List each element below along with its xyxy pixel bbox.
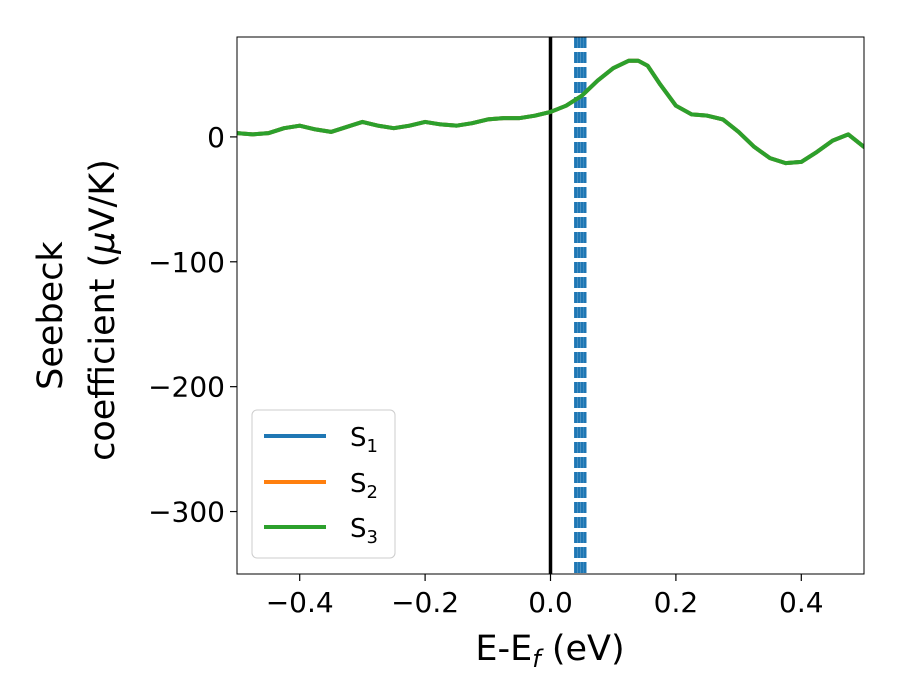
x-tick-label: 0.4: [779, 586, 824, 619]
x-tick-label: 0.2: [654, 586, 699, 619]
legend-label-s2-name: S: [350, 469, 367, 499]
reference-lines: [548, 37, 587, 574]
y-tick-label: −200: [148, 371, 225, 404]
legend-label-s2: S2: [350, 469, 378, 503]
legend-label-s3-name: S: [350, 514, 367, 544]
legend-label-s3-sub: 3: [367, 527, 378, 548]
legend-label-s1-name: S: [350, 423, 367, 453]
y-tick-label: −300: [148, 496, 225, 529]
y-axis-label-line2-suffix: V/K): [83, 159, 123, 231]
series-layer: [237, 58, 864, 166]
y-axis-ticks: −300 −200 −100 0: [148, 121, 237, 529]
y-axis-label-line2: coefficient (μV/K): [83, 159, 123, 461]
y-axis-label-line1: Seebeck: [31, 241, 71, 390]
y-axis-label-line2-prefix: coefficient (: [83, 254, 123, 461]
legend-label-s3: S3: [350, 514, 378, 548]
y-axis-label: Seebeck coefficient (μV/K): [31, 159, 123, 461]
x-axis-label-unit: (eV): [541, 629, 625, 669]
x-tick-label: −0.4: [266, 586, 334, 619]
x-tick-label: 0.0: [528, 586, 573, 619]
x-tick-label: −0.2: [391, 586, 459, 619]
legend-label-s2-sub: 2: [367, 482, 378, 503]
x-axis-label-main: E-E: [475, 629, 532, 669]
legend-label-s1: S1: [350, 423, 378, 457]
y-tick-label: −100: [148, 246, 225, 279]
series-line-s3: [237, 58, 864, 166]
y-tick-label: 0: [207, 121, 225, 154]
x-axis-ticks: −0.4 −0.2 0.0 0.2 0.4: [266, 574, 824, 619]
x-axis-label: E-Ef (eV): [475, 629, 624, 673]
y-axis-label-mu: μ: [83, 231, 123, 254]
legend: S1 S2 S3: [251, 409, 396, 559]
legend-label-s1-sub: 1: [367, 436, 378, 457]
